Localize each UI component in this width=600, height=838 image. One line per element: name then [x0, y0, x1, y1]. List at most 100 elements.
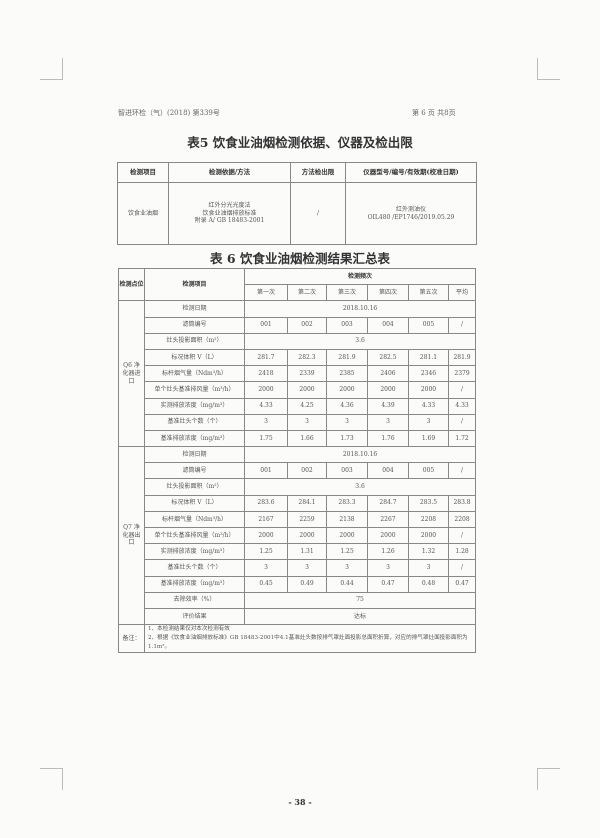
value-cell: 3 — [408, 413, 449, 431]
table5-method: 红外分光光度法 饮食业油烟排放标准 附录 A/ GB 18483-2001 — [168, 182, 291, 245]
value-cell: 0.47 — [367, 575, 409, 593]
header-frequency-col: 第二次 — [287, 284, 327, 302]
value-cell: 1.25 — [326, 543, 368, 561]
page-info: 第 6 页 共8页 — [412, 109, 456, 117]
table-row: 单个灶头基准排风量（m³/h） 2000 2000 2000 2000 2000/ — [119, 381, 477, 399]
header-frequency-col: 第四次 — [367, 284, 409, 302]
value-cell: 3 — [326, 559, 368, 577]
method-line: 饮食业油烟排放标准 — [202, 209, 257, 217]
value-cell: 1.32 — [408, 543, 449, 561]
value-cell: 2000 — [287, 526, 327, 545]
value-cell: 2208 — [447, 510, 477, 529]
header-item: 检测项目 — [144, 267, 245, 302]
value-cell: 4.25 — [287, 397, 327, 415]
value-cell: 283.6 — [244, 494, 288, 512]
value-cell: 1.26 — [367, 543, 409, 561]
notes-row: 备注： 1、本检测结果仅对本次检测有效 2、根据《饮食业油烟排放标准》GB 1848… — [118, 624, 477, 653]
value-cell: 2018.10.16 — [243, 446, 477, 464]
table6-title: 表 6 饮食业油烟检测结果汇总表 — [210, 251, 390, 266]
row-label: 标杆烟气量（Ndm³/h） — [144, 365, 245, 383]
table-row: 基准排放浓度（mg/m³） 1.75 1.66 1.73 1.76 1.69 1.72 — [119, 429, 477, 448]
value-cell: 2000 — [287, 381, 327, 399]
table-row: 实测排放浓度（mg/m³） 1.25 1.31 1.25 1.26 1.32 1.28 — [119, 543, 477, 561]
value-cell: 75 — [243, 591, 477, 609]
note-line: 2、根据《饮食业油烟排放标准》GB 18483-2001中4.1基准灶头数按排气… — [148, 635, 468, 650]
value-cell: 2000 — [244, 526, 288, 545]
value-cell: 001 — [244, 462, 288, 480]
table6: 检测点位 检测项目 检测频次 第一次 第二次 第三次 第四次 第五次 平均 Q6 净化器进口 检测日… — [118, 267, 477, 653]
value-cell: 004 — [367, 316, 409, 334]
method-line: 红外分光光度法 — [208, 201, 251, 209]
table5-header: 检测项目 — [117, 162, 169, 183]
value-cell: 002 — [287, 462, 327, 480]
value-cell: 2418 — [244, 365, 288, 383]
value-cell: 4.33 — [244, 397, 288, 415]
value-cell: 4.39 — [367, 397, 409, 415]
value-cell: 4.33 — [408, 397, 449, 415]
table5-header: 仪器型号/编号/有效期(校准日期) — [345, 162, 477, 183]
instrument-line: OIL480 /EP1746/2019.05.29 — [367, 213, 455, 221]
notes-cell: 1、本检测结果仅对本次检测有效 2、根据《饮食业油烟排放标准》GB 18483-2… — [143, 624, 477, 653]
table-row: 标杆烟气量（Ndm³/h） 2418 2339 2385 2406 2346 2379 — [119, 365, 477, 383]
value-cell: 005 — [408, 316, 449, 334]
value-cell: 2346 — [408, 365, 449, 383]
row-label: 实测排放浓度（mg/m³） — [144, 397, 245, 415]
value-cell: 1.75 — [244, 429, 288, 448]
page-number: - 38 - — [288, 797, 312, 807]
row-label: 灶头投影面积（m²） — [144, 478, 245, 496]
table-row: 标杆烟气量（Ndm³/h） 2167 2259 2138 2267 2208 2208 — [119, 510, 477, 529]
value-cell: 283.8 — [447, 494, 477, 512]
value-cell: 284.1 — [287, 494, 327, 512]
point-cell: Q6 净化器进口 — [118, 300, 145, 448]
value-cell: 2208 — [408, 510, 449, 529]
notes-label: 备注： — [118, 624, 145, 653]
value-cell: 002 — [287, 316, 327, 334]
value-cell: 1.28 — [447, 543, 477, 561]
table5: 检测项目 检测依据/方法 方法检出限 仪器型号/编号/有效期(校准日期) 饮食业… — [117, 162, 477, 245]
value-cell: 3 — [367, 413, 409, 431]
value-cell: 004 — [367, 462, 409, 480]
table-row: 标况体积 V（L） 281.7 282.3 281.9 282.5 281.1 281.9 — [119, 348, 477, 367]
value-cell: / — [447, 526, 477, 545]
table-row: Q7 净化器出口 检测日期 2018.10.16 — [118, 446, 477, 626]
value-cell: 281.7 — [244, 348, 288, 367]
value-cell: 001 — [244, 316, 288, 334]
value-cell: 2000 — [244, 381, 288, 399]
crop-mark — [538, 79, 560, 80]
value-cell: 3 — [287, 559, 327, 577]
table5-header: 方法检出限 — [290, 162, 346, 183]
table5-instrument: 红外测油仪 OIL480 /EP1746/2019.05.29 — [345, 182, 477, 245]
row-label: 基准排放浓度（mg/m³） — [144, 575, 245, 593]
value-cell: 2267 — [367, 510, 409, 529]
row-label: 标况体积 V（L） — [144, 348, 245, 367]
value-cell: 284.7 — [367, 494, 409, 512]
table-row: 滤筒编号 001 002 003 004 005/ — [119, 462, 477, 480]
value-cell: 281.9 — [326, 348, 368, 367]
value-cell: / — [447, 381, 477, 399]
crop-mark — [537, 58, 538, 80]
value-cell: 1.69 — [408, 429, 449, 448]
value-cell: 282.3 — [287, 348, 327, 367]
value-cell: 283.3 — [326, 494, 368, 512]
header-row: 检测点位 检测项目 检测频次 — [118, 267, 477, 302]
value-cell: 3 — [326, 413, 368, 431]
value-cell: 2138 — [326, 510, 368, 529]
value-cell: 2259 — [287, 510, 327, 529]
value-cell: 3 — [367, 559, 409, 577]
value-cell: 1.76 — [367, 429, 409, 448]
crop-mark — [40, 79, 62, 80]
header-frequency: 检测频次 — [243, 267, 477, 286]
value-cell: 005 — [408, 462, 449, 480]
table5-header: 检测依据/方法 — [168, 162, 291, 183]
value-cell: 3.6 — [243, 478, 477, 496]
table-row: 基准灶头个数（个） 3 3 3 3 3/ — [119, 413, 477, 431]
table-row: 实测排放浓度（mg/m³） 4.33 4.25 4.36 4.39 4.33 4.33 — [119, 397, 477, 415]
value-cell: 3.6 — [243, 332, 477, 350]
table-row: 基准排放浓度（mg/m³） 0.45 0.49 0.44 0.47 0.48 0.47 — [119, 575, 477, 593]
value-cell: 0.49 — [287, 575, 327, 593]
value-cell: / — [447, 559, 477, 577]
value-cell: 003 — [326, 462, 368, 480]
row-label: 滤筒编号 — [144, 462, 245, 480]
value-cell: 2167 — [244, 510, 288, 529]
